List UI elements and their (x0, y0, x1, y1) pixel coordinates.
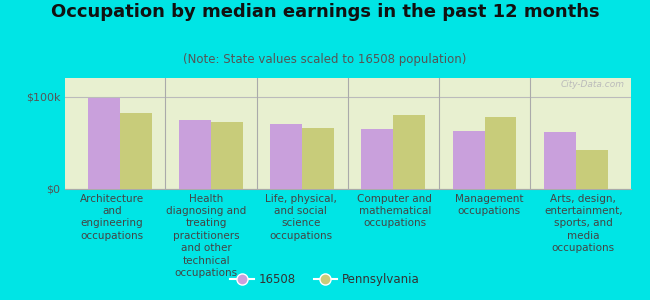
Bar (302, 128, 334, 189)
Text: (Note: State values scaled to 16508 population): (Note: State values scaled to 16508 popu… (183, 52, 467, 65)
Text: Architecture
and
engineering
occupations: Architecture and engineering occupations (80, 194, 144, 241)
Text: Management
occupations: Management occupations (455, 194, 523, 216)
Bar (484, 117, 517, 189)
Legend: 16508, Pennsylvania: 16508, Pennsylvania (226, 269, 424, 291)
Text: Occupation by median earnings in the past 12 months: Occupation by median earnings in the pas… (51, 3, 599, 21)
Bar (120, 113, 151, 189)
Text: City-Data.com: City-Data.com (561, 80, 625, 89)
Text: Health
diagnosing and
treating
practitioners
and other
technical
occupations: Health diagnosing and treating practitio… (166, 194, 246, 278)
Bar (544, 132, 576, 189)
Text: Arts, design,
entertainment,
sports, and
media
occupations: Arts, design, entertainment, sports, and… (544, 194, 623, 253)
Text: Computer and
mathematical
occupations: Computer and mathematical occupations (358, 194, 432, 228)
Bar (361, 129, 393, 189)
Text: Life, physical,
and social
science
occupations: Life, physical, and social science occup… (265, 194, 337, 241)
Bar (88, 98, 120, 189)
Bar (393, 115, 425, 189)
Bar (270, 124, 302, 189)
Bar (179, 120, 211, 189)
Bar (576, 150, 608, 189)
Bar (211, 122, 243, 189)
Bar (452, 131, 484, 189)
